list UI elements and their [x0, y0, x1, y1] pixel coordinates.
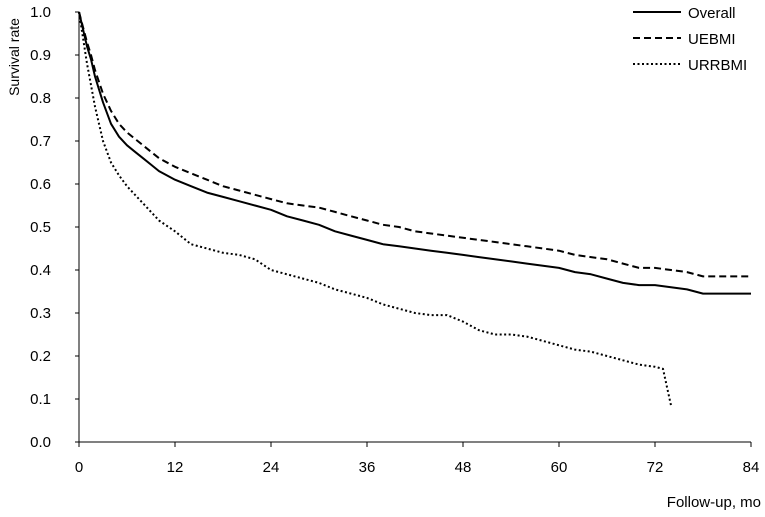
y-tick-label: 0.3 [30, 305, 51, 322]
x-tick-label: 72 [647, 459, 664, 476]
series-line-overall [78, 11, 751, 295]
y-axis-ticks: 0.0 0.1 0.2 0.3 0.4 0.5 0.6 0.7 0.8 0.9 1.0 [30, 4, 79, 451]
y-tick-label: 0.1 [30, 391, 51, 408]
series-line-urrbmi [78, 11, 672, 406]
x-tick-label: 0 [75, 459, 83, 476]
x-tick-label: 12 [167, 459, 184, 476]
y-tick-label: 0.8 [30, 90, 51, 107]
legend: Overall UEBMI URRBMI [633, 5, 747, 74]
x-tick-label: 36 [359, 459, 376, 476]
y-tick-label: 1.0 [30, 4, 51, 21]
series-layer [78, 11, 751, 406]
series-line-uebmi [78, 11, 751, 278]
x-axis-ticks: 0 12 24 36 48 60 72 84 [75, 442, 760, 476]
x-tick-label: 24 [263, 459, 280, 476]
y-tick-label: 0.5 [30, 219, 51, 236]
y-tick-label: 0.6 [30, 176, 51, 193]
y-tick-label: 0.4 [30, 262, 51, 279]
y-axis-label: Survival rate [6, 18, 22, 96]
legend-label-overall: Overall [688, 5, 736, 22]
y-tick-label: 0.2 [30, 348, 51, 365]
x-tick-label: 60 [551, 459, 568, 476]
y-tick-label: 0.7 [30, 133, 51, 150]
legend-label-urrbmi: URRBMI [688, 57, 747, 74]
x-tick-label: 48 [455, 459, 472, 476]
x-tick-label: 84 [743, 459, 760, 476]
x-axis-label: Follow-up, mo [667, 494, 761, 511]
y-tick-label: 0.0 [30, 434, 51, 451]
legend-label-uebmi: UEBMI [688, 31, 736, 48]
y-tick-label: 0.9 [30, 47, 51, 64]
